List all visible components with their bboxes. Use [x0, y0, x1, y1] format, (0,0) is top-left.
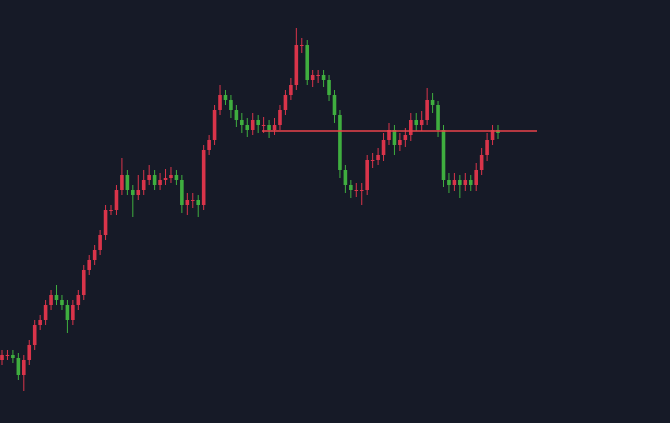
candle-body [299, 45, 304, 46]
candle-body [87, 260, 92, 270]
candle-body [349, 185, 353, 190]
candle-body [359, 190, 364, 191]
candle-body [11, 355, 15, 358]
candle-body [463, 180, 468, 185]
candle-body [32, 325, 37, 345]
candle-body [365, 160, 369, 190]
candle-body [212, 110, 217, 140]
candle-body [278, 110, 282, 125]
candle-body [261, 125, 266, 126]
candle-body [22, 360, 26, 375]
candle-body [180, 180, 184, 205]
candle-body [332, 95, 337, 115]
candle-body [218, 95, 222, 110]
candle-body [201, 150, 206, 205]
candle-body [147, 175, 151, 180]
candle-body [76, 295, 81, 305]
candle-body [185, 200, 190, 205]
candle-body [5, 355, 10, 356]
candle-body [92, 250, 97, 260]
candle-body [207, 140, 211, 150]
candle-body [136, 190, 141, 195]
candle-body [43, 305, 48, 320]
candle-body [289, 85, 293, 95]
candle-body [474, 170, 478, 185]
candle-body [338, 115, 342, 170]
candle-body [256, 120, 260, 125]
candle-body [485, 140, 489, 155]
candle-body [354, 190, 359, 191]
candle-body [468, 180, 473, 185]
candle-body [190, 200, 195, 201]
candle-body [436, 105, 440, 130]
candle-body [141, 180, 146, 190]
candle-body [120, 175, 124, 190]
candle-body [294, 45, 299, 85]
candle-body [65, 305, 70, 320]
candle-body [158, 180, 162, 185]
candle-body [267, 125, 271, 130]
candle-body [223, 95, 228, 100]
candle-body [430, 100, 435, 105]
candle-body [479, 155, 484, 170]
candle-body [490, 130, 495, 140]
candle-body [229, 100, 233, 110]
candle-body [283, 95, 288, 110]
candle-body [196, 200, 201, 205]
candle-body [98, 235, 102, 250]
candle-body [169, 175, 173, 178]
candle-body [54, 295, 59, 300]
candle-body [16, 358, 21, 375]
candle-body [343, 170, 348, 185]
candle-body [408, 120, 413, 135]
candle-body [0, 355, 4, 360]
candle-body [321, 75, 326, 80]
candle-body [387, 130, 391, 140]
candle-body [152, 175, 157, 185]
candle-body [27, 345, 32, 360]
candle-body [398, 140, 402, 145]
candle-body [381, 140, 386, 155]
candle-body [447, 180, 451, 185]
candle-body [272, 125, 277, 130]
candle-body [414, 120, 419, 125]
candle-body [71, 305, 75, 320]
candle-body [131, 190, 135, 195]
candle-body [452, 180, 457, 185]
candle-body [425, 100, 429, 120]
candle-body [327, 80, 331, 95]
candle-body [316, 75, 320, 76]
candle-body [81, 270, 86, 295]
candle-body [163, 178, 168, 180]
candle-body [103, 210, 108, 235]
candle-body [370, 160, 375, 161]
candle-body [109, 210, 113, 211]
candle-body [441, 130, 446, 180]
candle-body [305, 45, 310, 80]
candle-body [240, 120, 244, 125]
candle-body [403, 135, 408, 140]
candle-body [125, 175, 130, 190]
candle-body [234, 110, 239, 120]
candle-body [310, 75, 315, 80]
candle-body [392, 130, 397, 145]
candle-body [458, 180, 462, 185]
candle-body [250, 120, 255, 130]
candle-body [114, 190, 119, 210]
candle-body [245, 125, 250, 130]
candle-body [174, 175, 179, 180]
candle-body [60, 300, 64, 305]
candle-body [419, 120, 424, 125]
candle-body [376, 155, 380, 160]
candle-body [38, 320, 42, 325]
candle-body [49, 295, 53, 305]
